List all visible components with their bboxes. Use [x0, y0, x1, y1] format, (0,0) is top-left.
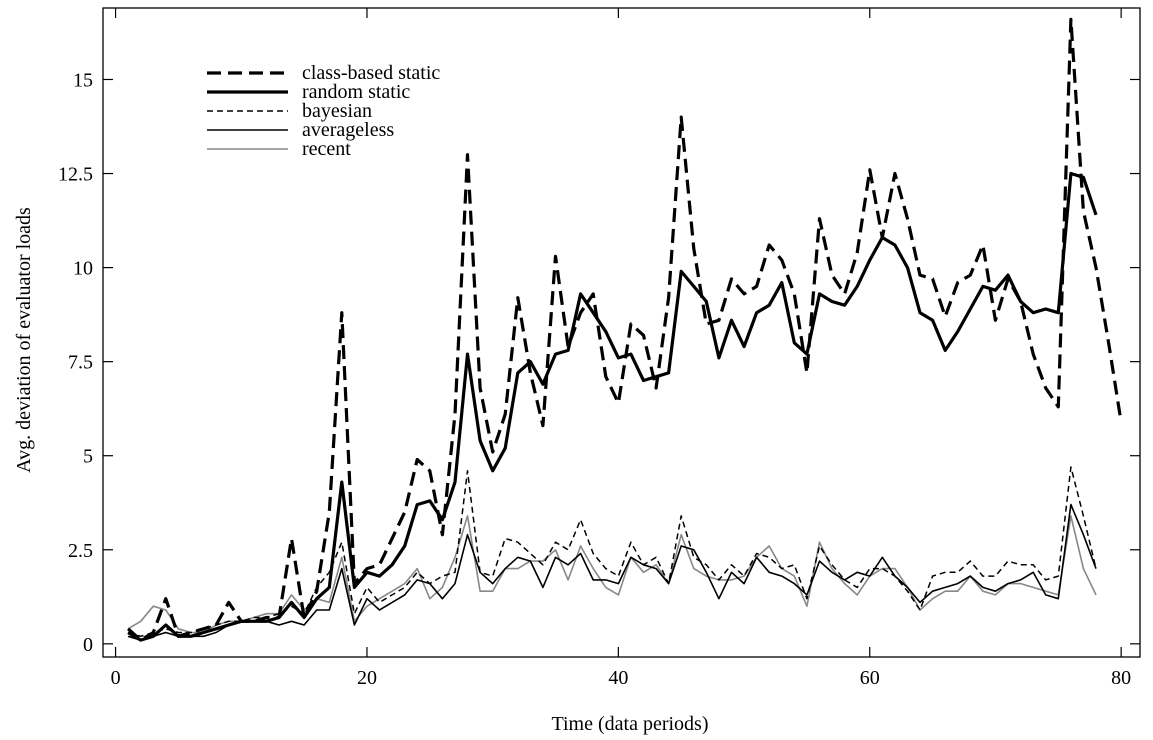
x-tick-label: 80 — [1111, 667, 1131, 689]
y-tick-label: 2.5 — [68, 540, 93, 562]
legend-label: bayesian — [302, 100, 372, 122]
series-line-class-based-static — [127, 17, 1123, 642]
legend-label: averageless — [302, 119, 394, 141]
x-tick-label: 20 — [357, 667, 377, 689]
y-tick-label: 5 — [83, 446, 93, 468]
y-tick-label: 0 — [83, 634, 93, 656]
x-tick-label: 40 — [608, 667, 628, 689]
series-line-averageless — [127, 503, 1097, 641]
legend-label: recent — [302, 138, 351, 160]
legend-label: random static — [302, 81, 410, 103]
plot-frame — [102, 7, 1141, 658]
y-tick-label: 10 — [73, 258, 93, 280]
x-axis-title: Time (data periods) — [551, 713, 708, 735]
series-line-bayesian — [127, 466, 1097, 638]
series-line-random-static — [127, 171, 1098, 642]
series-line-recent — [127, 515, 1097, 634]
y-tick-label: 12.5 — [58, 164, 93, 186]
y-tick-label: 7.5 — [68, 352, 93, 374]
x-tick-label: 60 — [860, 667, 880, 689]
y-axis-title: Avg. deviation of evaluator loads — [13, 207, 35, 473]
x-tick-label: 0 — [111, 667, 121, 689]
legend-label: class-based static — [302, 62, 440, 84]
y-tick-label: 15 — [73, 69, 93, 91]
